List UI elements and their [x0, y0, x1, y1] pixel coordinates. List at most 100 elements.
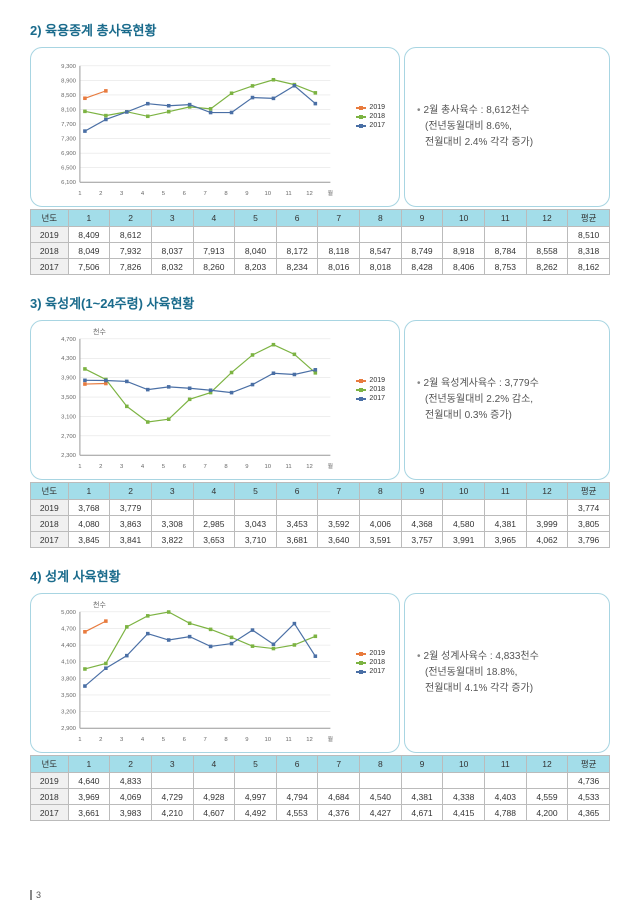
chart-legend: 201920182017 [356, 377, 385, 402]
legend-label: 2017 [369, 395, 385, 402]
table-cell: 8,918 [443, 243, 485, 259]
chart-row: 6,1006,5006,9007,3007,7008,1008,5008,900… [30, 47, 610, 207]
svg-text:4,400: 4,400 [61, 643, 76, 649]
section-title: 4) 성계 사육현황 [30, 566, 610, 585]
svg-text:12: 12 [306, 464, 313, 470]
table-cell: 7,913 [193, 243, 235, 259]
table-cell: 4,069 [110, 789, 152, 805]
table-cell: 3,796 [568, 532, 610, 548]
table-cell: 7,506 [68, 259, 110, 275]
table-cell: 4,200 [526, 805, 568, 821]
table-cell: 4,684 [318, 789, 360, 805]
data-table: 년도123456789101112평균20193,7683,7793,77420… [30, 482, 610, 548]
svg-text:10: 10 [264, 191, 271, 197]
svg-text:4: 4 [141, 737, 145, 743]
table-header-cell: 11 [485, 756, 527, 773]
table-cell: 4,376 [318, 805, 360, 821]
table-cell [526, 773, 568, 789]
svg-text:10: 10 [264, 464, 271, 470]
data-table: 년도123456789101112평균20194,6404,8334,73620… [30, 755, 610, 821]
legend-label: 2018 [369, 386, 385, 393]
table-header-cell: 11 [485, 210, 527, 227]
svg-text:2,700: 2,700 [61, 434, 76, 440]
table-cell: 7,932 [110, 243, 152, 259]
table-cell: 4,338 [443, 789, 485, 805]
table-cell: 3,991 [443, 532, 485, 548]
legend-item: 2017 [356, 395, 385, 402]
table-cell: 4,006 [360, 516, 402, 532]
table-row: 20194,6404,8334,736 [31, 773, 610, 789]
table-cell: 4,533 [568, 789, 610, 805]
table-cell: 4,368 [401, 516, 443, 532]
table-cell: 4,794 [276, 789, 318, 805]
table-cell: 2019 [31, 227, 69, 243]
table-cell [443, 773, 485, 789]
table-row: 20177,5067,8268,0328,2608,2038,2348,0168… [31, 259, 610, 275]
table-header-cell: 10 [443, 210, 485, 227]
table-cell: 3,822 [151, 532, 193, 548]
legend-label: 2018 [369, 659, 385, 666]
legend-label: 2018 [369, 113, 385, 120]
table-cell: 2017 [31, 532, 69, 548]
table-cell: 3,043 [235, 516, 277, 532]
table-cell [360, 500, 402, 516]
svg-text:9,300: 9,300 [61, 64, 76, 70]
table-row: 20188,0497,9328,0377,9138,0408,1728,1188… [31, 243, 610, 259]
section-1: 3) 육성계(1~24주령) 사육현황2,3002,7003,1003,5003… [30, 293, 610, 548]
table-cell [485, 227, 527, 243]
table-cell: 2017 [31, 259, 69, 275]
table-header-cell: 3 [151, 483, 193, 500]
table-cell: 3,965 [485, 532, 527, 548]
table-cell: 8,032 [151, 259, 193, 275]
svg-text:7: 7 [203, 464, 206, 470]
svg-text:월: 월 [328, 735, 333, 743]
svg-text:5: 5 [162, 191, 166, 197]
table-cell: 4,559 [526, 789, 568, 805]
section-0: 2) 육용종계 총사육현황6,1006,5006,9007,3007,7008,… [30, 20, 610, 275]
legend-label: 2019 [369, 650, 385, 657]
svg-text:3,500: 3,500 [61, 395, 76, 401]
svg-text:8,100: 8,100 [61, 107, 76, 113]
table-cell: 4,997 [235, 789, 277, 805]
table-header-cell: 6 [276, 756, 318, 773]
note-box: •2월 성계사육수 : 4,833천수(전년동월대비 18.8%, 전월대비 4… [404, 593, 610, 753]
svg-text:3,900: 3,900 [61, 376, 76, 382]
table-header-cell: 년도 [31, 483, 69, 500]
table-header-cell: 9 [401, 483, 443, 500]
table-cell: 3,841 [110, 532, 152, 548]
table-cell: 8,428 [401, 259, 443, 275]
page-number: 3 [30, 890, 41, 900]
table-cell: 4,607 [193, 805, 235, 821]
table-cell: 3,757 [401, 532, 443, 548]
svg-text:9: 9 [245, 191, 248, 197]
table-cell: 2018 [31, 789, 69, 805]
note-text: •2월 총사육수 : 8,612천수(전년동월대비 8.6%, 전월대비 2.4… [417, 103, 533, 151]
svg-text:6: 6 [183, 464, 187, 470]
table-cell: 7,826 [110, 259, 152, 275]
table-cell: 4,788 [485, 805, 527, 821]
svg-text:8,500: 8,500 [61, 93, 76, 99]
section-title: 2) 육용종계 총사육현황 [30, 20, 610, 39]
table-cell [235, 500, 277, 516]
table-cell: 8,753 [485, 259, 527, 275]
table-header-cell: 1 [68, 756, 110, 773]
svg-text:8: 8 [224, 464, 228, 470]
table-cell: 4,553 [276, 805, 318, 821]
table-cell [276, 227, 318, 243]
table-cell [193, 773, 235, 789]
table-cell: 2019 [31, 773, 69, 789]
chart-unit: 천수 [93, 600, 106, 610]
chart-box: 6,1006,5006,9007,3007,7008,1008,5008,900… [30, 47, 400, 207]
table-cell: 8,260 [193, 259, 235, 275]
table-cell [443, 227, 485, 243]
svg-text:7,700: 7,700 [61, 122, 76, 128]
svg-text:2,900: 2,900 [61, 726, 76, 732]
table-cell: 8,040 [235, 243, 277, 259]
table-cell: 4,415 [443, 805, 485, 821]
note-header: 2월 성계사육수 : 4,833천수 [424, 651, 539, 662]
table-header-cell: 9 [401, 756, 443, 773]
table-cell: 3,308 [151, 516, 193, 532]
svg-text:5: 5 [162, 464, 166, 470]
svg-text:2,300: 2,300 [61, 453, 76, 459]
table-cell: 3,774 [568, 500, 610, 516]
